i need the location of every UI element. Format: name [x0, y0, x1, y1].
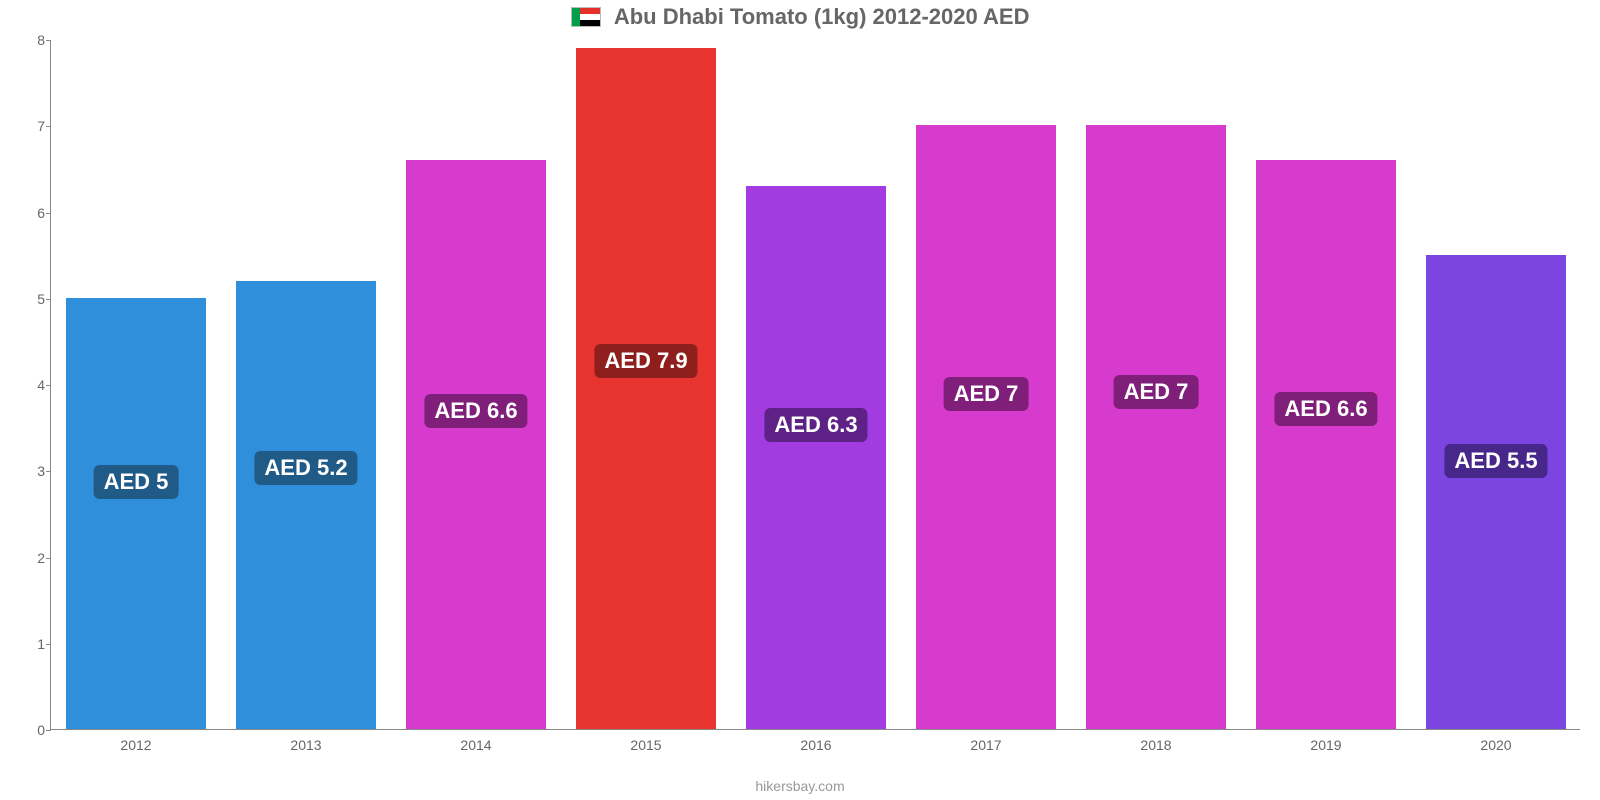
chart-title: Abu Dhabi Tomato (1kg) 2012-2020 AED [614, 4, 1030, 29]
x-tick-label: 2019 [1310, 737, 1341, 753]
value-badge: AED 6.6 [1274, 392, 1377, 426]
x-tick-label: 2018 [1140, 737, 1171, 753]
y-tick-label: 1 [15, 636, 45, 652]
y-tick-label: 8 [15, 32, 45, 48]
credit-text: hikersbay.com [0, 778, 1600, 794]
y-tick-label: 4 [15, 377, 45, 393]
bars-layer: AED 52012AED 5.22013AED 6.62014AED 7.920… [51, 40, 1580, 729]
y-tick-label: 3 [15, 463, 45, 479]
bar-slot: AED 7.92015 [561, 40, 731, 729]
x-tick-label: 2017 [970, 737, 1001, 753]
bar [236, 281, 375, 730]
uae-flag-icon [571, 7, 601, 27]
y-tick-mark [46, 730, 51, 731]
bar [746, 186, 885, 729]
y-tick-label: 7 [15, 118, 45, 134]
bar-slot: AED 6.62014 [391, 40, 561, 729]
bar-slot: AED 72018 [1071, 40, 1241, 729]
bar-slot: AED 5.52020 [1411, 40, 1581, 729]
value-badge: AED 5.2 [254, 451, 357, 485]
value-badge: AED 6.6 [424, 394, 527, 428]
value-badge: AED 7 [944, 377, 1029, 411]
bar [66, 298, 205, 729]
bar [1086, 125, 1225, 729]
value-badge: AED 7 [1114, 375, 1199, 409]
bar [576, 48, 715, 729]
value-badge: AED 5 [94, 465, 179, 499]
bar-slot: AED 72017 [901, 40, 1071, 729]
flag-hoist [572, 8, 580, 26]
y-tick-label: 6 [15, 205, 45, 221]
x-tick-label: 2015 [630, 737, 661, 753]
value-badge: AED 7.9 [594, 344, 697, 378]
bar [1256, 160, 1395, 729]
bar-slot: AED 5.22013 [221, 40, 391, 729]
x-tick-label: 2012 [120, 737, 151, 753]
bar-slot: AED 6.32016 [731, 40, 901, 729]
x-tick-label: 2014 [460, 737, 491, 753]
x-tick-label: 2016 [800, 737, 831, 753]
bar [406, 160, 545, 729]
chart-title-row: Abu Dhabi Tomato (1kg) 2012-2020 AED [0, 4, 1600, 30]
value-badge: AED 5.5 [1444, 444, 1547, 478]
x-tick-label: 2020 [1480, 737, 1511, 753]
y-tick-label: 5 [15, 291, 45, 307]
x-tick-label: 2013 [290, 737, 321, 753]
bar [916, 125, 1055, 729]
bar-slot: AED 6.62019 [1241, 40, 1411, 729]
value-badge: AED 6.3 [764, 408, 867, 442]
bar [1426, 255, 1565, 729]
y-tick-label: 2 [15, 550, 45, 566]
plot-area: 012345678 AED 52012AED 5.22013AED 6.6201… [50, 40, 1580, 730]
chart-container: Abu Dhabi Tomato (1kg) 2012-2020 AED 0 1 2… [0, 0, 1600, 800]
y-tick-label: 0 [15, 722, 45, 738]
bar-slot: AED 52012 [51, 40, 221, 729]
